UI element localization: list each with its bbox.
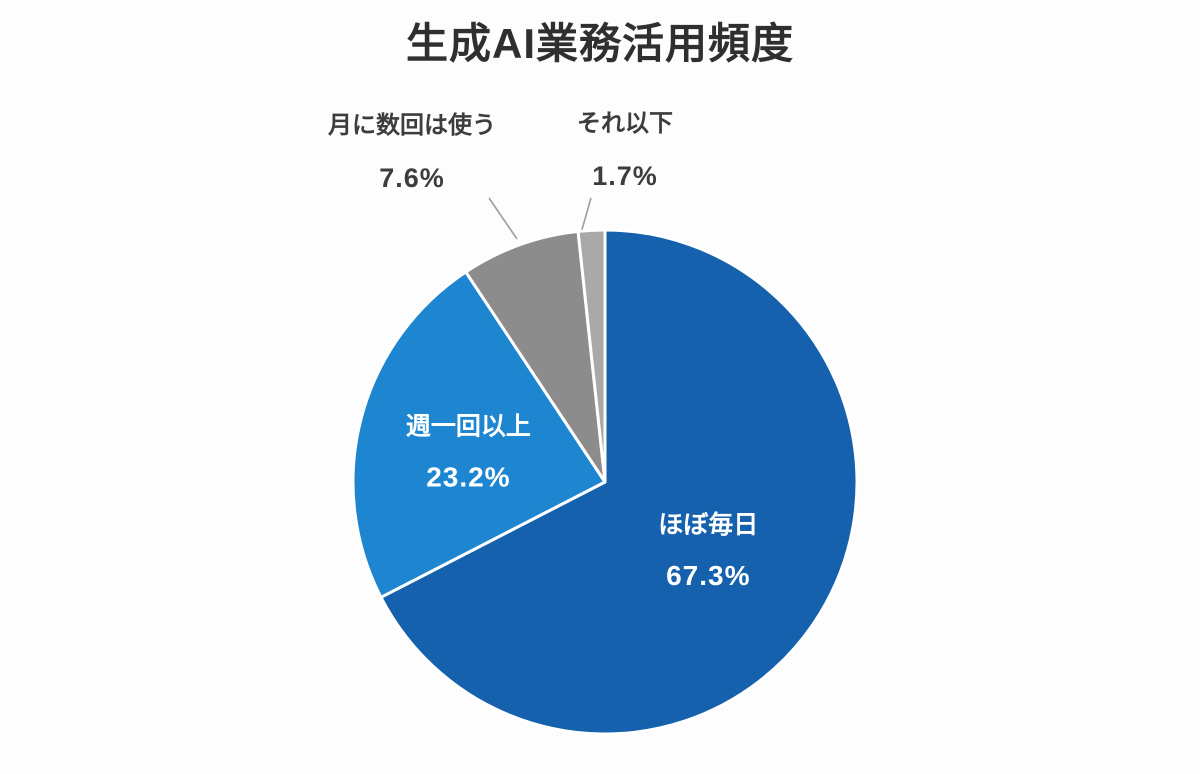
pie-slice-3 [576, 228, 607, 484]
outside-label-less-text: それ以下 [577, 110, 673, 137]
outside-label-less: それ以下 1.7% [545, 110, 705, 190]
outside-label-less-percent: 1.7% [592, 161, 658, 191]
pie-inside-label-0: ほぼ毎日 [658, 511, 758, 539]
pie-slice-2 [464, 229, 607, 484]
outside-label-monthly: 月に数回は使う 7.6% [312, 112, 512, 192]
pie-inside-percent-0: 67.3% [666, 560, 750, 591]
pie-slice-1 [351, 270, 607, 599]
chart-title: 生成AI業務活用頻度 [405, 20, 794, 67]
pie-inside-label-1: 週一回以上 [406, 412, 531, 440]
leader-line-less [580, 197, 592, 234]
pie-inside-percent-1: 23.2% [426, 461, 510, 492]
outside-label-monthly-percent: 7.6% [379, 163, 445, 193]
pie-slice-0 [379, 228, 859, 736]
outside-label-monthly-text: 月に数回は使う [328, 112, 496, 139]
leader-line-monthly [488, 197, 518, 240]
